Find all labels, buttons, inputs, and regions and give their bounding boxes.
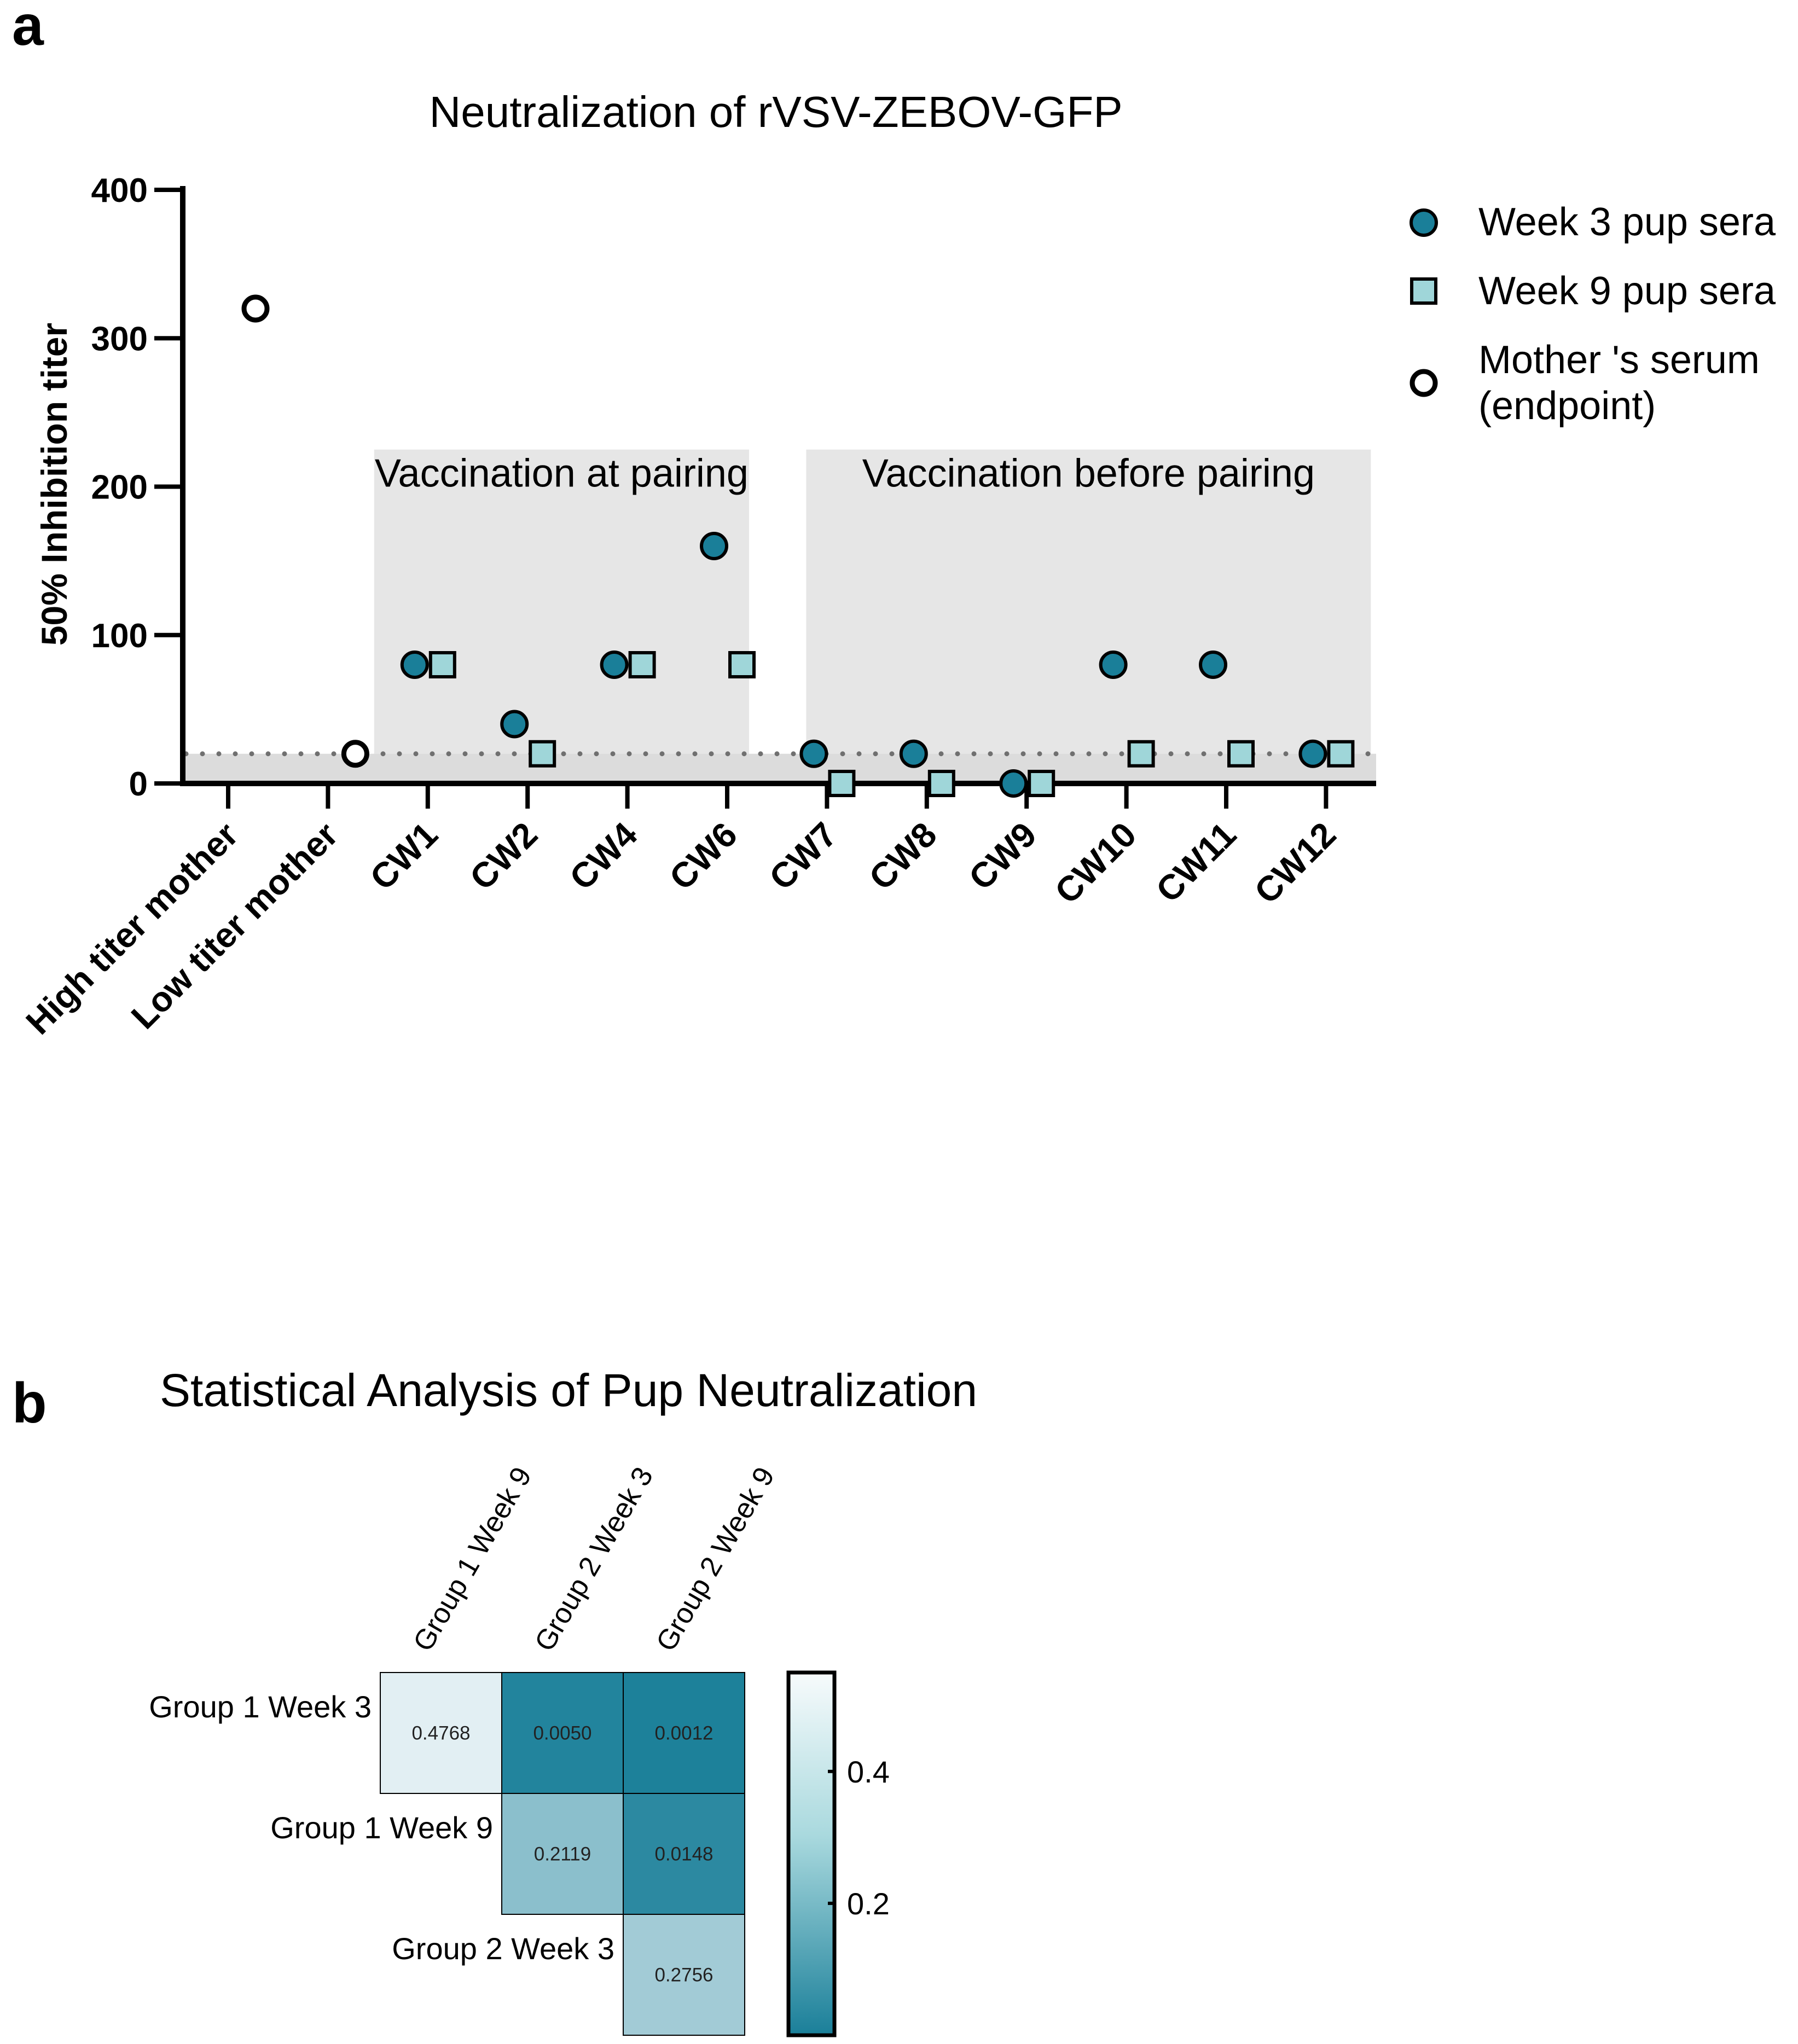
panel-b-label: b xyxy=(12,1372,47,1435)
chart-b-title: Statistical Analysis of Pup Neutralizati… xyxy=(160,1364,977,1416)
point-week9-cw2 xyxy=(529,740,556,768)
chart-a-title: Neutralization of rVSV-ZEBOV-GFP xyxy=(429,88,1122,136)
point-mother-serum-low-titer-mother xyxy=(341,740,369,768)
heatmap-col-label-group-2-week-9: Group 2 Week 9 xyxy=(650,1462,781,1657)
colorbar-gradient xyxy=(786,1670,837,2037)
legend-label-week9: Week 9 pup sera xyxy=(1478,269,1776,313)
point-week9-cw11 xyxy=(1227,740,1255,768)
point-mother-serum-high-titer-mother xyxy=(241,294,270,323)
point-week9-cw6 xyxy=(728,651,756,678)
x-tick-label-cw9: CW9 xyxy=(961,815,1044,897)
point-week9-cw8 xyxy=(927,770,955,797)
heatmap-cell-r0-c1 xyxy=(501,1672,624,1794)
heatmap-col-label-group-2-week-3: Group 2 Week 3 xyxy=(529,1462,659,1657)
point-week9-cw7 xyxy=(828,770,856,797)
point-week3-cw11 xyxy=(1199,651,1227,679)
legend-label-week3: Week 3 pup sera xyxy=(1478,200,1776,244)
heatmap-value-r0-c0: 0.4768 xyxy=(411,1723,470,1744)
x-tick-label-cw12: CW12 xyxy=(1247,815,1344,911)
heatmap-value-r0-c1: 0.0050 xyxy=(533,1723,591,1744)
colorbar-tick-label-0-2: 0.2 xyxy=(847,1886,890,1921)
point-week3-cw9 xyxy=(999,769,1028,798)
point-week9-cw12 xyxy=(1327,740,1355,768)
y-ticks: 0 100 200 300 400 xyxy=(91,172,183,803)
detection-limit-shade xyxy=(183,753,1376,783)
legend-marker-week3 xyxy=(1410,208,1438,237)
heatmap-value-r1-c2: 0.0148 xyxy=(654,1844,713,1865)
point-week3-cw2 xyxy=(500,710,529,739)
heatmap-col-label-group-1-week-9: Group 1 Week 9 xyxy=(407,1462,538,1657)
heatmap-row-label-group-2-week-3: Group 2 Week 3 xyxy=(392,1931,614,1966)
x-tick-label-cw7: CW7 xyxy=(762,815,844,897)
legend-label-mother: Mother 's serum xyxy=(1478,338,1760,382)
point-week3-cw8 xyxy=(899,739,928,768)
point-week3-cw6 xyxy=(700,532,728,560)
x-tick-label-cw8: CW8 xyxy=(861,815,944,897)
x-tick-label-cw2: CW2 xyxy=(462,815,545,897)
x-tick-label-cw10: CW10 xyxy=(1047,815,1144,911)
x-tick-label-cw1: CW1 xyxy=(362,815,445,897)
heatmap-cell-r1-c2 xyxy=(623,1793,745,1915)
region-vaccination-before-pairing xyxy=(806,449,1371,783)
heatmap-cell-r1-c1 xyxy=(501,1793,624,1915)
x-tick-label-cw11: CW11 xyxy=(1149,815,1244,910)
heatmap-value-r1-c1: 0.2119 xyxy=(534,1844,591,1865)
heatmap-row-label-group-1-week-9: Group 1 Week 9 xyxy=(270,1810,493,1845)
y-tick-label-200: 200 xyxy=(91,469,148,507)
y-axis-label: 50% Inhibition titer xyxy=(34,323,74,646)
point-week9-cw9 xyxy=(1028,770,1055,797)
heatmap-row-label-group-1-week-3: Group 1 Week 3 xyxy=(149,1689,372,1724)
heatmap-value-r0-c2: 0.0012 xyxy=(654,1723,713,1744)
point-week3-cw7 xyxy=(799,739,828,768)
point-week3-cw10 xyxy=(1099,651,1128,679)
heatmap-value-r2-c2: 0.2756 xyxy=(654,1965,713,1986)
point-week3-cw12 xyxy=(1298,739,1327,768)
region-vaccination-at-pairing xyxy=(374,449,749,783)
heatmap-cell-r2-c2 xyxy=(623,1914,745,2036)
shaded-regions: Vaccination at pairing Vaccination before… xyxy=(374,449,1371,783)
data-points xyxy=(241,294,1355,798)
colorbar-tick-label-0-4: 0.4 xyxy=(847,1755,890,1789)
point-week9-cw4 xyxy=(628,651,656,678)
y-tick-label-100: 100 xyxy=(91,617,148,655)
y-tick-label-400: 400 xyxy=(91,172,148,210)
panel-a-label: a xyxy=(12,0,44,57)
y-tick-label-300: 300 xyxy=(91,320,148,358)
heatmap: 0.4768 0.0050 0.0012 0.2119 0.0148 0.2756 Grou… xyxy=(149,1462,781,2036)
point-week9-cw10 xyxy=(1127,740,1155,768)
point-week3-cw4 xyxy=(600,651,629,679)
legend-marker-week9 xyxy=(1410,277,1437,305)
x-tick-label-cw6: CW6 xyxy=(662,815,744,897)
detection-limit-band xyxy=(183,751,1376,783)
point-week9-cw1 xyxy=(428,651,456,678)
legend-label-mother-line2: (endpoint) xyxy=(1478,384,1656,428)
legend: Week 3 pup sera Week 9 pup sera Mother 's … xyxy=(1410,200,1776,428)
x-tick-label-cw4: CW4 xyxy=(562,815,645,898)
point-week3-cw1 xyxy=(400,651,429,679)
colorbar: 0.2 0.4 xyxy=(786,1670,890,2037)
region-label-vaccination-at-pairing: Vaccination at pairing xyxy=(375,452,749,496)
legend-marker-mother xyxy=(1410,369,1438,397)
region-label-vaccination-before-pairing: Vaccination before pairing xyxy=(862,452,1315,496)
y-tick-label-0: 0 xyxy=(129,765,148,803)
